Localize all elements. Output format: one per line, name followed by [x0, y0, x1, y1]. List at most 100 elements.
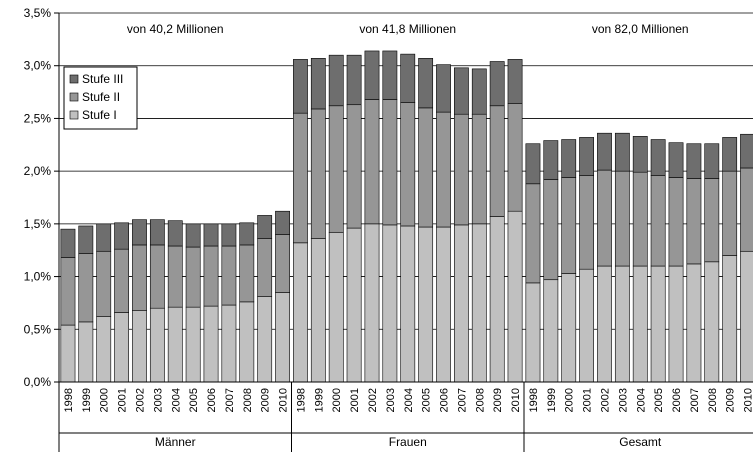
year-label: 1999 — [546, 388, 558, 412]
bar-stufe1-gesamt-1998 — [525, 282, 541, 383]
bar-stufe2-männer-2008 — [239, 244, 255, 303]
bar-stufe3-gesamt-2004 — [632, 136, 648, 173]
bar-stufe2-gesamt-2003 — [614, 170, 630, 267]
year-label: 2006 — [206, 388, 218, 412]
bar-stufe3-männer-2005 — [185, 223, 201, 248]
bar-stufe2-gesamt-2007 — [686, 178, 702, 265]
bar-stufe1-frauen-1998 — [293, 242, 308, 383]
year-label: 2005 — [653, 388, 665, 412]
bar-stufe3-männer-2009 — [257, 215, 273, 239]
bar-stufe3-frauen-2010 — [507, 59, 523, 104]
bar-stufe2-männer-2009 — [257, 238, 273, 297]
group-label: Gesamt — [619, 435, 662, 449]
bar-stufe2-männer-1999 — [78, 253, 94, 323]
year-label: 2003 — [152, 388, 164, 412]
bar-stufe3-männer-2003 — [149, 219, 165, 246]
year-label: 1998 — [528, 388, 540, 412]
year-label: 2009 — [492, 388, 504, 412]
y-tick-label: 1,5% — [24, 217, 52, 231]
bar-stufe1-frauen-2003 — [382, 224, 398, 383]
y-tick-label: 2,5% — [24, 111, 52, 125]
bar-stufe2-frauen-2005 — [418, 107, 434, 228]
bar-stufe2-frauen-2006 — [436, 111, 451, 228]
year-label: 2002 — [134, 388, 146, 412]
bar-stufe1-gesamt-2007 — [686, 263, 702, 383]
year-label: 2007 — [689, 388, 701, 412]
year-label: 2008 — [707, 388, 719, 412]
legend-label-stufe3: Stufe III — [82, 72, 123, 86]
year-label: 2000 — [331, 388, 343, 412]
year-label: 2006 — [439, 388, 451, 412]
bar-stufe2-frauen-2007 — [454, 113, 469, 226]
bar-stufe1-männer-2003 — [149, 307, 165, 383]
legend-swatch-stufe3 — [69, 74, 79, 84]
bar-stufe3-frauen-2007 — [454, 67, 469, 115]
year-label: 2004 — [635, 388, 647, 412]
bar-stufe3-männer-2008 — [239, 222, 255, 246]
bar-stufe2-frauen-1999 — [310, 108, 326, 239]
bar-stufe2-gesamt-2006 — [668, 177, 684, 267]
y-tick-label: 1,0% — [24, 270, 52, 284]
bar-stufe1-gesamt-2004 — [632, 265, 648, 383]
bar-stufe1-gesamt-2002 — [597, 265, 612, 383]
bar-stufe2-gesamt-2009 — [722, 170, 738, 256]
group-annotation: von 82,0 Millionen — [592, 22, 689, 36]
year-label: 2003 — [617, 388, 629, 412]
year-label: 2002 — [367, 388, 379, 412]
bar-stufe2-gesamt-2000 — [561, 177, 577, 274]
bar-stufe1-gesamt-2000 — [561, 273, 577, 383]
year-label: 2002 — [599, 388, 611, 412]
year-label: 2005 — [188, 388, 200, 412]
year-label: 2010 — [278, 388, 290, 412]
bar-stufe2-gesamt-2010 — [740, 167, 753, 252]
bar-stufe3-frauen-2002 — [364, 50, 380, 100]
bar-stufe3-frauen-2009 — [489, 61, 505, 107]
group-label: Männer — [155, 435, 196, 449]
bar-stufe1-frauen-2001 — [346, 227, 362, 383]
bar-stufe2-männer-2003 — [149, 244, 165, 309]
bar-stufe2-gesamt-2002 — [597, 169, 612, 267]
y-tick-label: 3,5% — [24, 6, 52, 20]
year-label: 1999 — [313, 388, 325, 412]
bar-stufe1-gesamt-2001 — [579, 268, 594, 383]
legend-swatch-stufe1 — [69, 110, 79, 120]
bar-stufe3-gesamt-2003 — [614, 132, 630, 172]
bar-stufe2-frauen-2002 — [364, 99, 380, 225]
bar-stufe1-männer-2009 — [257, 296, 273, 383]
bar-stufe3-frauen-2005 — [418, 58, 434, 109]
bar-stufe2-frauen-2004 — [400, 102, 416, 227]
bar-stufe3-männer-2002 — [132, 219, 147, 246]
year-label: 2001 — [117, 388, 129, 412]
bar-stufe3-gesamt-2009 — [722, 137, 738, 172]
bar-stufe2-männer-2002 — [132, 244, 147, 311]
bar-stufe1-männer-2007 — [221, 304, 237, 383]
bar-stufe3-männer-1999 — [78, 225, 94, 254]
bar-stufe2-männer-2010 — [275, 234, 290, 293]
year-label: 2009 — [725, 388, 737, 412]
bar-stufe2-gesamt-2008 — [704, 178, 720, 263]
year-label: 2003 — [385, 388, 397, 412]
bar-stufe3-männer-2000 — [96, 223, 112, 252]
bar-stufe3-frauen-2008 — [471, 68, 487, 115]
bar-stufe1-männer-2004 — [167, 306, 183, 383]
group-label: Frauen — [389, 435, 427, 449]
bar-stufe3-gesamt-1998 — [525, 143, 541, 185]
bar-stufe2-männer-2007 — [221, 245, 237, 306]
year-label: 2005 — [421, 388, 433, 412]
year-label: 2010 — [510, 388, 522, 412]
year-label: 2000 — [99, 388, 111, 412]
year-label: 2001 — [582, 388, 594, 412]
bar-stufe3-frauen-2000 — [328, 54, 344, 107]
bar-stufe3-gesamt-2007 — [686, 143, 702, 179]
bar-stufe2-männer-2001 — [114, 248, 129, 313]
bar-stufe1-frauen-2009 — [489, 216, 505, 383]
y-tick-label: 2,0% — [24, 164, 52, 178]
bar-stufe3-gesamt-2001 — [579, 137, 594, 176]
bar-stufe1-männer-2006 — [203, 305, 219, 383]
bar-stufe1-männer-2001 — [114, 312, 129, 383]
bar-stufe1-männer-2000 — [96, 316, 112, 383]
bar-stufe1-gesamt-1999 — [543, 279, 559, 383]
bar-stufe2-gesamt-2001 — [579, 175, 594, 270]
bar-stufe2-frauen-2009 — [489, 105, 505, 217]
year-label: 2004 — [170, 388, 182, 412]
